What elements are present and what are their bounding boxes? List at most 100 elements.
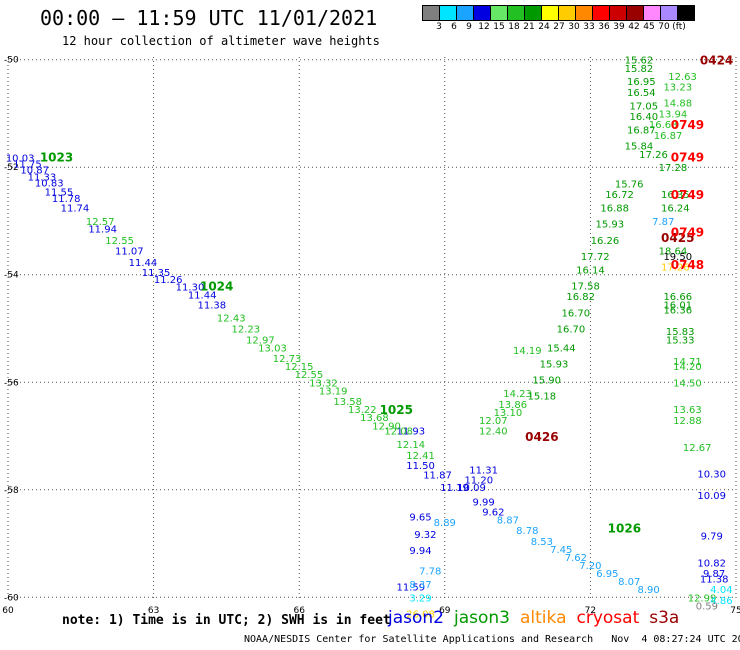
data-point-label: 12.41 [406, 451, 435, 462]
data-point-label: 11.75 [13, 159, 42, 170]
data-point-label: 10.03 [6, 154, 35, 165]
data-point-label: 11.26 [154, 275, 183, 286]
data-point-label: 9.65 [409, 513, 431, 524]
data-point-label: 16.14 [576, 265, 605, 276]
data-point-label: 17.58 [571, 281, 600, 292]
data-point-label: 16.35 [661, 190, 690, 201]
y-tick-label: -54 [4, 271, 19, 281]
data-point-label: 10.09 [697, 491, 726, 502]
data-point-label: 14.19 [513, 346, 542, 357]
data-point-label: 11.35 [142, 268, 171, 279]
legend-entry-jason2: jason2 [388, 608, 444, 628]
track-time-label: 0749 [671, 188, 704, 202]
data-point-label: 7.87 [652, 217, 674, 228]
data-point-label: 17.05 [629, 101, 658, 112]
track-time-label: 0749 [671, 226, 704, 240]
x-tick-label: 60 [2, 606, 14, 616]
data-point-label: 11.44 [129, 258, 158, 269]
data-point-label: 12.88 [673, 416, 702, 427]
data-point-label: 13.23 [663, 83, 692, 94]
data-point-label: 7.62 [565, 553, 587, 564]
data-point-label: 11.74 [61, 204, 90, 215]
data-point-label: 16.70 [562, 308, 591, 319]
data-point-label: 13.22 [348, 405, 377, 416]
data-point-label: 14.71 [673, 357, 702, 368]
page-title: 00:00 – 11:59 UTC 11/01/2021 [40, 6, 378, 30]
data-point-label: 12.55 [105, 236, 134, 247]
data-point-label: 12.07 [479, 416, 508, 427]
colorbar-label: 3 [436, 22, 442, 32]
data-point-label: 8.37 [409, 580, 431, 591]
data-point-label: 15.82 [625, 64, 654, 75]
data-point-label: 12.23 [231, 325, 260, 336]
data-point-label: 13.68 [360, 413, 389, 424]
data-point-label: 12.73 [273, 354, 302, 365]
y-tick-label: -52 [4, 163, 19, 173]
data-point-label: 11.93 [397, 427, 426, 438]
data-point-label: 13.10 [494, 408, 523, 419]
data-point-label: 12.40 [479, 427, 508, 438]
footer-credit: NOAA/NESDIS Center for Satellite Applica… [244, 634, 740, 645]
data-point-label: 12.57 [86, 217, 115, 228]
x-tick-label: 72 [585, 606, 596, 616]
track-time-label: 0749 [671, 150, 704, 164]
y-tick-label: -60 [4, 593, 19, 603]
data-point-label: 16.95 [627, 77, 656, 88]
track-time-label: 0426 [525, 430, 558, 444]
data-point-label: 15.93 [540, 359, 569, 370]
data-point-label: 9.62 [482, 507, 504, 518]
x-tick-label: 66 [293, 606, 305, 616]
data-point-label: 4.86 [710, 596, 732, 607]
track-time-label: 0425 [661, 231, 694, 245]
data-point-label: 12.08 [384, 427, 413, 438]
data-point-label: 11.33 [28, 172, 57, 183]
colorbar-label: 9 [466, 22, 472, 32]
colorbar-label: 33 [583, 22, 595, 32]
data-point-label: 11.07 [115, 247, 144, 258]
data-point-label: 4.04 [710, 585, 732, 596]
data-point-label: 13.03 [258, 343, 287, 354]
y-tick-label: -50 [4, 56, 19, 66]
colorbar-label: 21 [523, 22, 535, 32]
colorbar-label: 12 [478, 22, 490, 32]
data-point-label: 15.76 [615, 179, 644, 190]
data-point-label: 12.63 [668, 72, 697, 83]
data-point-label: 12.90 [372, 421, 401, 432]
data-point-label: 9.99 [472, 498, 494, 509]
data-point-label: 16.72 [605, 190, 634, 201]
data-point-label: 7.45 [550, 545, 572, 556]
data-point-label: 17.26 [661, 263, 690, 274]
colorbar-label: 39 [613, 22, 625, 32]
data-point-label: 17.26 [639, 150, 668, 161]
colorbar-label: 36 [598, 22, 610, 32]
data-point-label: 7.78 [419, 566, 441, 577]
data-point-label: 8.89 [434, 518, 456, 529]
track-time-label: 1023 [40, 150, 73, 164]
data-point-label: 13.32 [309, 378, 338, 389]
data-point-label: 12.97 [246, 335, 275, 346]
data-point-label: 8.53 [531, 537, 553, 548]
data-point-label: 10.82 [697, 558, 726, 569]
colorbar-label: 42 [628, 22, 640, 32]
data-point-label: 11.31 [469, 465, 498, 476]
track-time-label: 1024 [200, 279, 233, 293]
data-point-label: 16.36 [663, 306, 692, 317]
track-time-label: 1025 [380, 403, 413, 417]
data-point-label: 11.50 [406, 461, 435, 472]
track-time-label: 1026 [608, 521, 641, 535]
data-point-label: 19.50 [663, 252, 692, 263]
data-point-label: 16.70 [557, 325, 586, 336]
data-point-label: 12.15 [285, 362, 314, 373]
data-point-label: 16.24 [661, 204, 690, 215]
data-point-label: 10.30 [697, 470, 726, 481]
data-point-label: 13.94 [659, 109, 688, 120]
data-point-label: 11.30 [176, 283, 205, 294]
data-point-label: 11.94 [88, 225, 117, 236]
data-point-label: 15.90 [532, 376, 561, 387]
data-point-label: 11.78 [52, 194, 81, 205]
data-point-label: 17.28 [659, 163, 688, 174]
data-point-label: 9.32 [414, 530, 436, 541]
data-point-label: 10.87 [20, 165, 49, 176]
data-point-label: 12.43 [217, 314, 246, 325]
